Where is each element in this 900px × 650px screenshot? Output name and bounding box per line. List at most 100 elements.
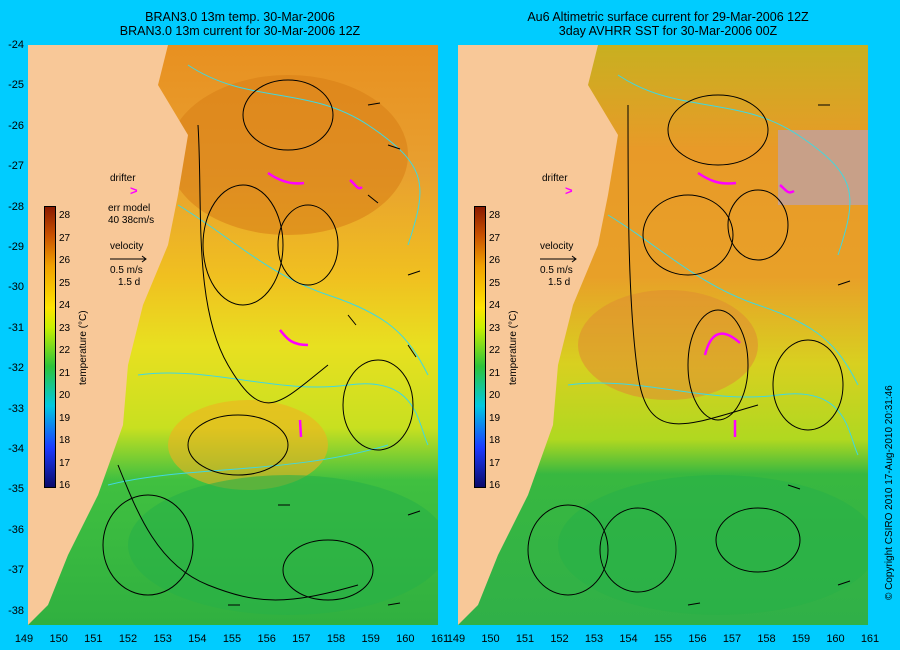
left-lat-tick: -27 (8, 160, 24, 173)
left-title: BRAN3.0 13m temp. 30-Mar-2006 BRAN3.0 13… (50, 10, 430, 38)
left-title-line2: BRAN3.0 13m current for 30-Mar-2006 12Z (119, 24, 361, 38)
left-colorbar-tick: 28 (59, 210, 71, 221)
left-lat-tick: -24 (8, 39, 24, 51)
right-colorbar-tick: 19 (489, 412, 501, 424)
left-colorbar-label: temperature (°C) (78, 310, 89, 385)
left-colorbar-tick: 20 (59, 390, 71, 401)
left-title-line1: BRAN3.0 13m temp. 30-Mar-2006 (145, 10, 335, 24)
right-drifter-marker: > (565, 183, 573, 198)
left-velocity-scale: 0.5 m/s (110, 265, 143, 276)
left-lat-tick: -32 (8, 362, 24, 375)
right-colorbar-tick: 18 (489, 435, 501, 446)
right-lon-tick: 159 (791, 633, 811, 645)
left-lon-tick: 158 (326, 633, 346, 645)
left-lat-tick: -30 (8, 281, 24, 294)
left-colorbar-tick: 26 (59, 255, 71, 266)
right-lon-tick: 154 (619, 633, 638, 645)
left-lon-tick: 155 (222, 633, 242, 645)
left-colorbar-tick: 23 (59, 322, 71, 334)
left-colorbar-tick: 21 (59, 367, 71, 379)
left-lat-tick: -37 (8, 564, 24, 577)
right-colorbar-tick: 23 (489, 322, 501, 334)
right-lon-tick: 160 (826, 633, 845, 645)
left-colorbar-tick: 24 (59, 300, 71, 311)
right-lon-tick: 161 (860, 633, 880, 645)
right-velocity-label: velocity (540, 241, 574, 252)
sst-contours (567, 74, 859, 456)
right-colorbar-tick: 28 (489, 210, 501, 221)
left-lon-tick: 156 (257, 633, 276, 645)
current-streamlines (527, 94, 844, 596)
left-colorbar-tick: 25 (59, 277, 71, 289)
left-lon-tick: 150 (49, 633, 68, 645)
left-lat-tick: -34 (8, 443, 24, 455)
left-lat-tick: -29 (8, 241, 24, 253)
right-colorbar-tick: 26 (489, 255, 501, 266)
right-lon-tick: 151 (515, 633, 535, 645)
right-lon-tick: 152 (550, 633, 569, 645)
left-velocity-time: 1.5 d (118, 277, 141, 288)
right-colorbar-tick: 16 (489, 480, 501, 491)
left-lat-tick: -33 (8, 402, 24, 415)
right-lon-tick: 158 (757, 633, 776, 645)
left-err-model-line1: err model (108, 203, 151, 214)
right-lon-tick: 155 (653, 633, 673, 645)
left-colorbar-tick: 19 (59, 412, 71, 424)
left-lon-tick: 152 (118, 633, 138, 645)
right-colorbar-tick: 25 (489, 277, 501, 289)
velocity-arrows (687, 104, 851, 606)
land-mass (458, 45, 618, 625)
left-lon-tick: 149 (14, 633, 34, 645)
right-lon-tick: 156 (688, 633, 707, 645)
right-velocity-time: 1.5 d (548, 277, 571, 288)
right-colorbar (474, 206, 486, 488)
right-colorbar-tick: 20 (489, 390, 501, 401)
right-colorbar-tick: 27 (489, 232, 501, 244)
left-colorbar-tick: 22 (59, 345, 71, 356)
left-colorbar-tick: 27 (59, 232, 71, 244)
right-lon-tick: 150 (481, 633, 500, 645)
right-map-svg (458, 45, 868, 625)
left-lon-tick: 154 (188, 633, 207, 645)
left-lon-tick: 159 (361, 633, 380, 645)
right-drifter-label: drifter (542, 173, 568, 184)
right-colorbar-label: temperature (°C) (508, 310, 519, 385)
left-drifter-marker: > (130, 183, 138, 198)
left-lon-tick: 151 (84, 633, 103, 645)
left-lat-tick: -31 (8, 321, 24, 334)
left-lon-tick: 157 (292, 633, 311, 645)
left-lon-tick: 153 (153, 633, 172, 645)
drifter-tracks (267, 171, 363, 438)
left-lon-tick: 161 (430, 633, 450, 645)
right-title-line1: Au6 Altimetric surface current for 29-Ma… (527, 10, 809, 24)
right-lon-tick: 153 (584, 633, 604, 645)
right-title-line2: 3day AVHRR SST for 30-Mar-2006 00Z (558, 24, 778, 38)
right-velocity-scale: 0.5 m/s (540, 265, 573, 276)
right-title: Au6 Altimetric surface current for 29-Ma… (468, 10, 868, 38)
drifter-tracks (697, 171, 795, 437)
left-lat-tick: -36 (8, 523, 24, 536)
left-colorbar-tick: 17 (59, 457, 71, 469)
right-velocity-scale-arrow (540, 255, 577, 263)
copyright-text: © Copyright CSIRO 2010 17-Aug-2010 20:31… (884, 385, 895, 600)
left-lat-tick: -25 (8, 79, 24, 92)
left-map-svg (28, 45, 438, 625)
left-lon-tick: 160 (396, 633, 415, 645)
left-lat-tick: -35 (8, 483, 24, 496)
right-map-panel (458, 45, 868, 625)
left-colorbar-tick: 18 (59, 435, 71, 446)
sst-contours (107, 64, 429, 486)
left-velocity-label: velocity (110, 241, 144, 252)
left-lat-tick: -28 (8, 200, 24, 213)
velocity-arrows (228, 102, 421, 606)
right-lon-tick: 157 (722, 633, 742, 645)
right-colorbar-tick: 22 (489, 345, 501, 356)
left-map-panel (28, 45, 438, 625)
right-colorbar-tick: 24 (489, 300, 501, 311)
left-lat-tick: -38 (8, 604, 24, 617)
left-colorbar-tick: 16 (59, 480, 71, 491)
left-drifter-label: drifter (110, 173, 136, 184)
right-colorbar-tick: 21 (489, 367, 501, 379)
left-err-model-line2: 40 38cm/s (108, 215, 155, 226)
left-velocity-scale-arrow (110, 255, 147, 263)
